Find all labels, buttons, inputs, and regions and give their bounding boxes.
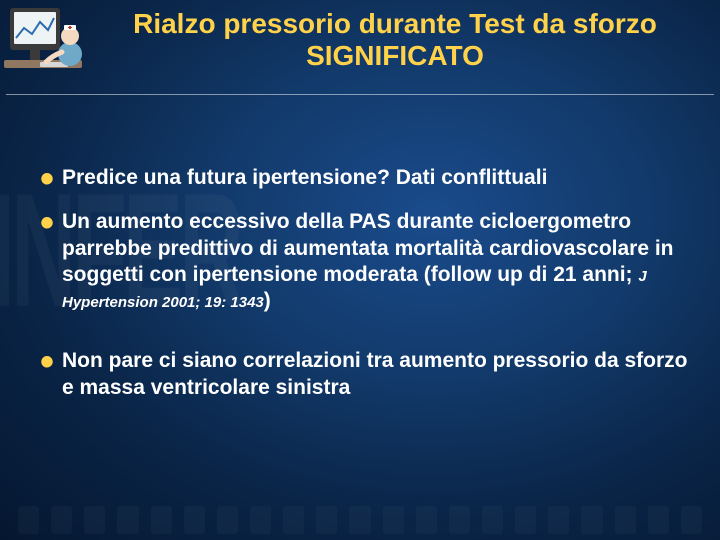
title-divider: [6, 94, 714, 95]
title-line-1: Rialzo pressorio durante Test da sforzo: [90, 8, 700, 40]
bullet-dot-icon: •: [40, 211, 62, 235]
bullet-text: Predice una futura ipertensione? Dati co…: [62, 165, 702, 191]
bottom-decor-strip: [0, 500, 720, 540]
bullet-text-main: Un aumento eccessivo della PAS durante c…: [62, 210, 674, 286]
bullet-text: Un aumento eccessivo della PAS durante c…: [62, 209, 702, 314]
bullet-text: Non pare ci siano correlazioni tra aumen…: [62, 348, 702, 401]
bullet-citation-close: ): [264, 289, 271, 312]
bullet-item: • Un aumento eccessivo della PAS durante…: [40, 209, 702, 314]
bullet-item: • Non pare ci siano correlazioni tra aum…: [40, 348, 702, 401]
bullet-list: • Predice una futura ipertensione? Dati …: [40, 165, 702, 419]
bullet-dot-icon: •: [40, 350, 62, 374]
nurse-computer-icon: [0, 0, 90, 90]
bullet-dot-icon: •: [40, 167, 62, 191]
title-line-2: SIGNIFICATO: [90, 40, 700, 72]
bullet-item: • Predice una futura ipertensione? Dati …: [40, 165, 702, 191]
slide-title: Rialzo pressorio durante Test da sforzo …: [90, 8, 700, 72]
